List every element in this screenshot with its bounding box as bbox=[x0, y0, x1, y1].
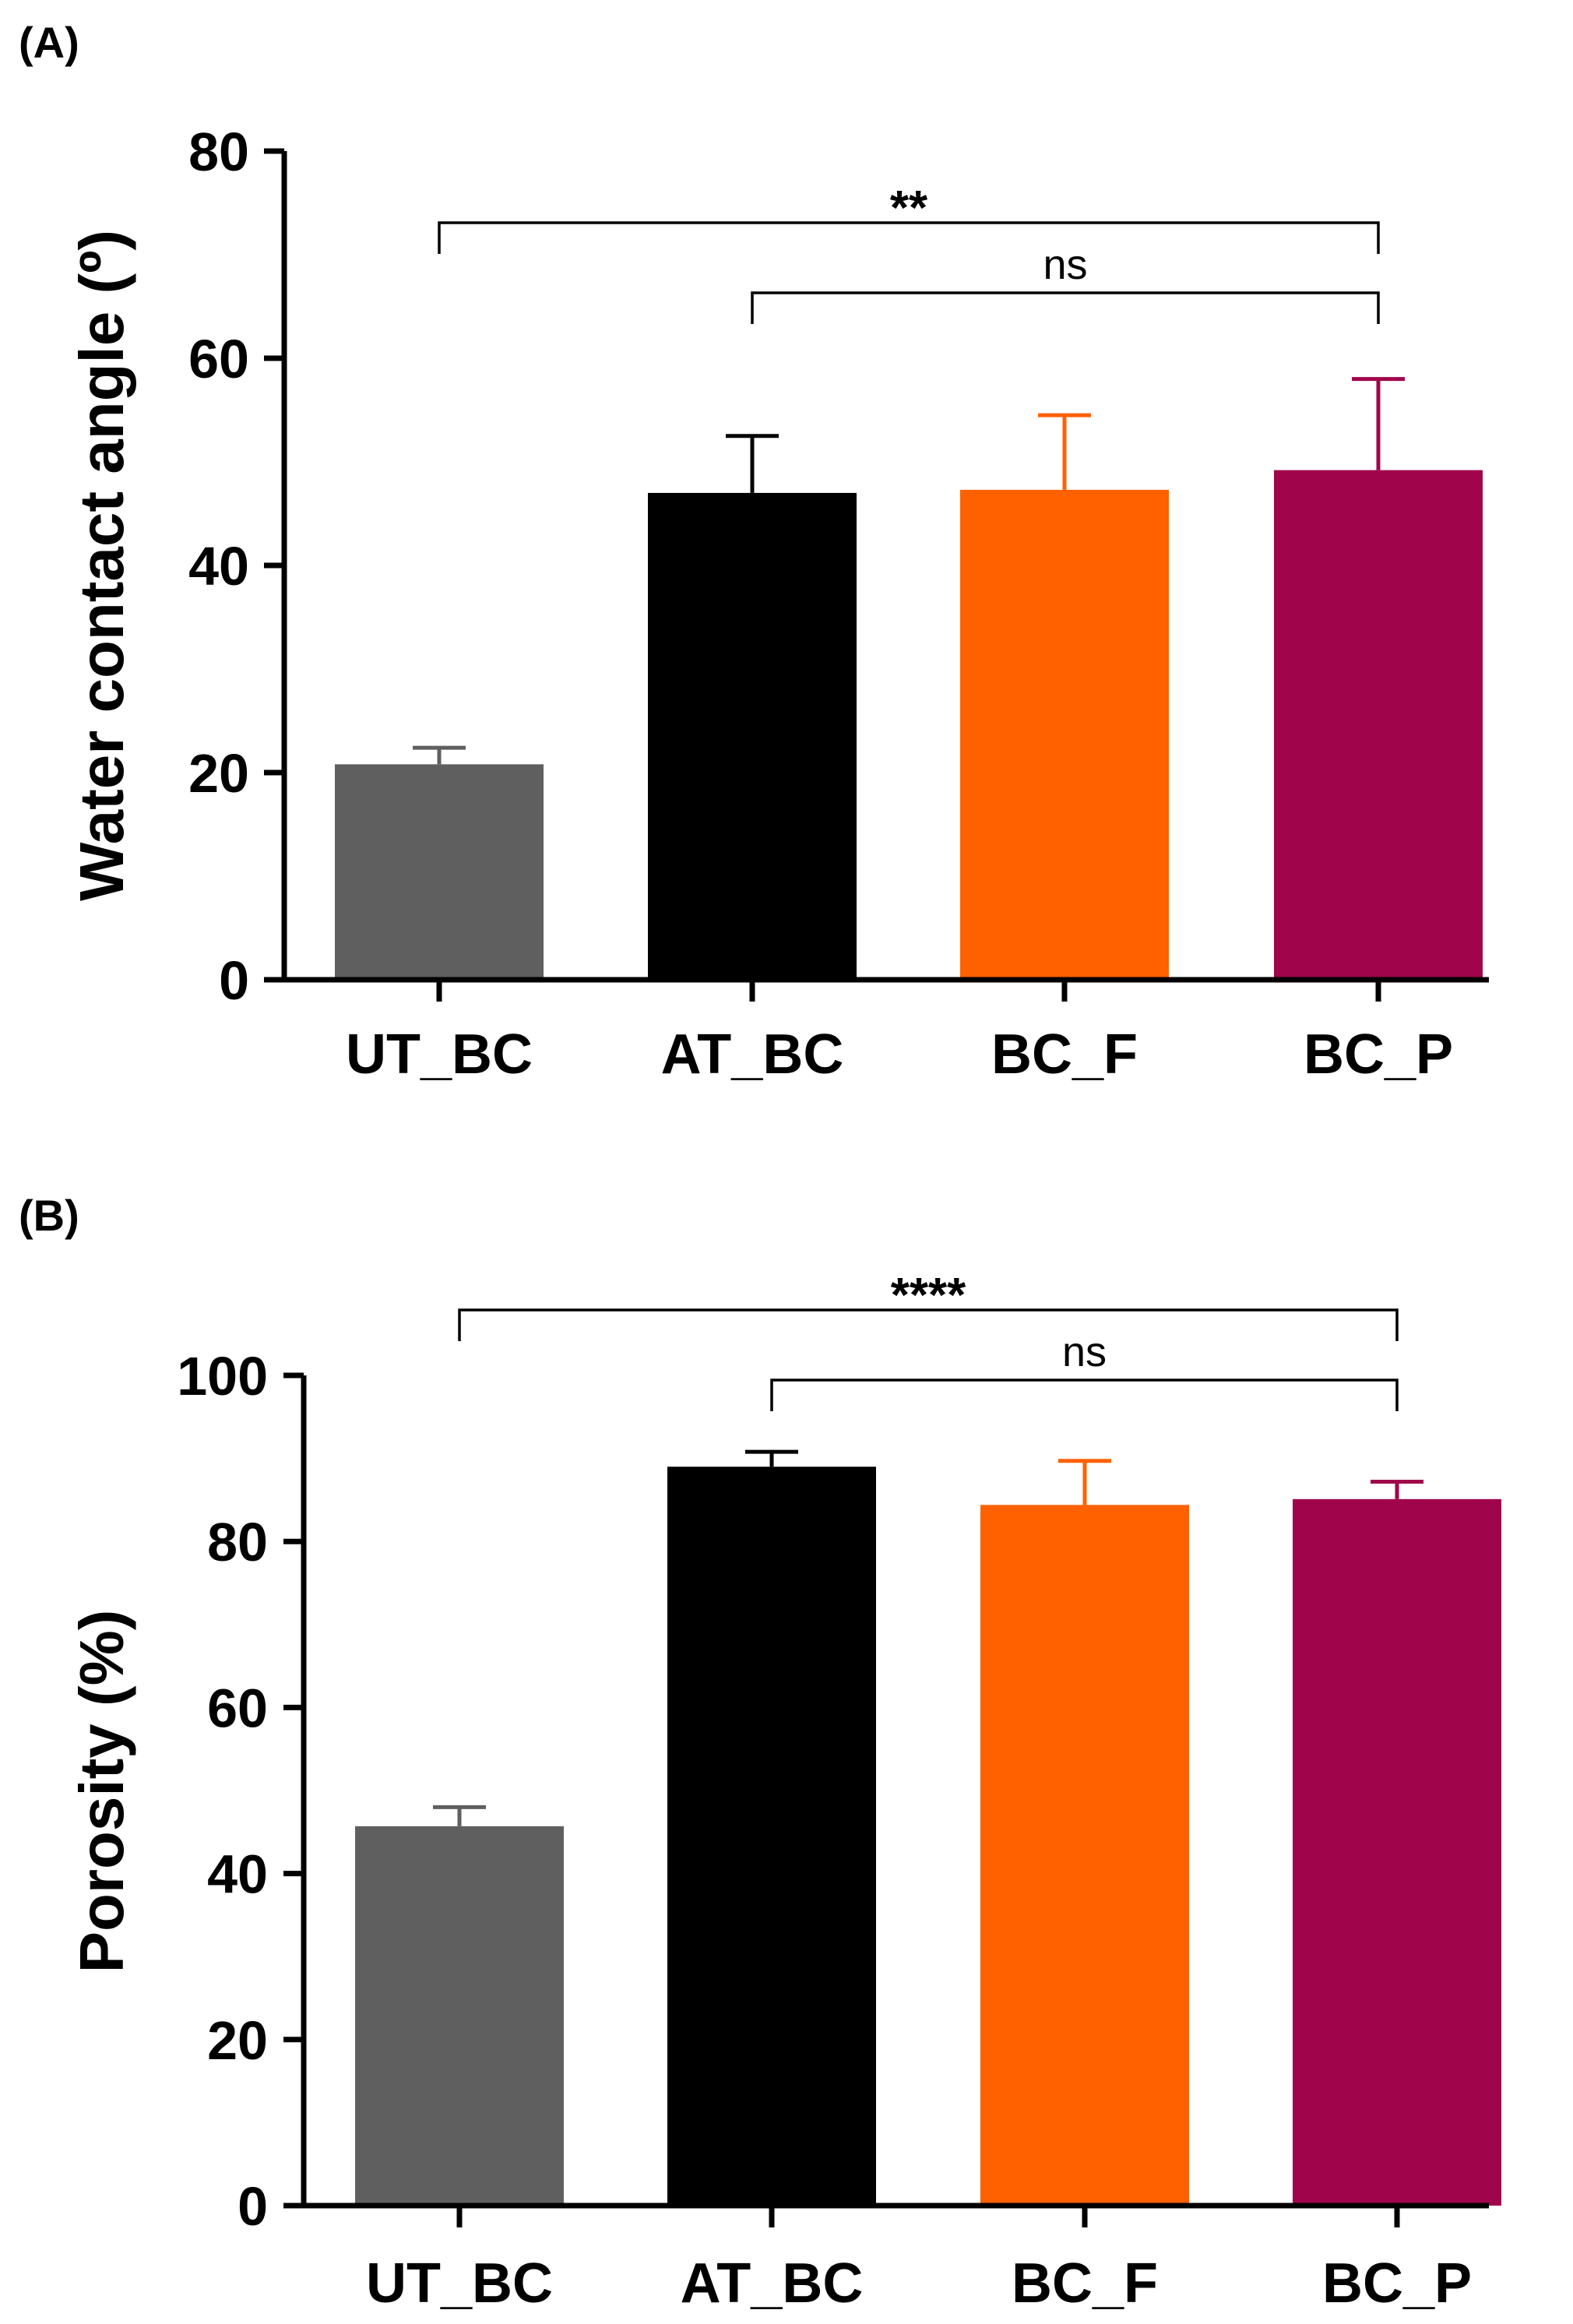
y-tick-label: 80 bbox=[188, 121, 249, 182]
bar-bc-p bbox=[1274, 470, 1483, 980]
significance-label: ** bbox=[890, 181, 928, 235]
bar-bc-f bbox=[980, 1505, 1189, 2206]
x-category-label: AT_BC bbox=[661, 1023, 844, 1086]
y-tick-label: 0 bbox=[238, 2176, 268, 2237]
x-category-label: UT_BC bbox=[346, 1023, 533, 1086]
y-tick-label: 60 bbox=[207, 1678, 268, 1738]
bar-at-bc bbox=[648, 492, 857, 980]
significance-label: ns bbox=[1062, 1329, 1107, 1375]
bar-bc-f bbox=[960, 489, 1169, 980]
y-tick-label: 80 bbox=[207, 1512, 268, 1572]
x-category-label: AT_BC bbox=[681, 2252, 864, 2315]
y-axis-title: Porosity (%) bbox=[67, 1610, 136, 1974]
x-category-label: BC_P bbox=[1304, 1023, 1453, 1086]
significance-bracket bbox=[751, 291, 1380, 324]
y-tick-label: 40 bbox=[207, 1844, 268, 1905]
y-tick-label: 60 bbox=[188, 329, 249, 389]
significance-bracket bbox=[438, 221, 1380, 254]
y-tick-label: 20 bbox=[207, 2010, 268, 2071]
panel-label: (A) bbox=[19, 18, 79, 67]
panel-label: (B) bbox=[19, 1191, 79, 1240]
panel-b-porosity: (B) 0 20 40 60 80 100 UT_BC AT_BC BC_F BC_P Porosit… bbox=[19, 1191, 1501, 2315]
bar-at-bc bbox=[667, 1467, 876, 2206]
y-tick-label: 40 bbox=[188, 536, 249, 597]
y-tick-label: 100 bbox=[177, 1346, 268, 1407]
y-axis-title: Water contact angle (º) bbox=[67, 230, 136, 901]
x-category-label: BC_P bbox=[1322, 2252, 1472, 2315]
x-category-label: BC_F bbox=[991, 1023, 1138, 1086]
y-tick-label: 20 bbox=[188, 743, 249, 804]
x-category-label: BC_F bbox=[1012, 2252, 1158, 2315]
significance-label: ns bbox=[1043, 241, 1087, 288]
significance-label: **** bbox=[891, 1269, 966, 1322]
bar-ut-bc bbox=[355, 1826, 564, 2206]
significance-bracket bbox=[458, 1308, 1399, 1341]
bar-ut-bc bbox=[335, 764, 544, 980]
panel-a-water-contact-angle: (A) 0 20 40 60 80 UT_BC AT_BC BC_F BC_P Water cont… bbox=[19, 18, 1489, 1086]
y-tick-label: 0 bbox=[219, 950, 249, 1011]
significance-bracket bbox=[770, 1379, 1399, 1411]
bar-bc-p bbox=[1293, 1498, 1501, 2206]
x-category-label: UT_BC bbox=[366, 2252, 553, 2315]
